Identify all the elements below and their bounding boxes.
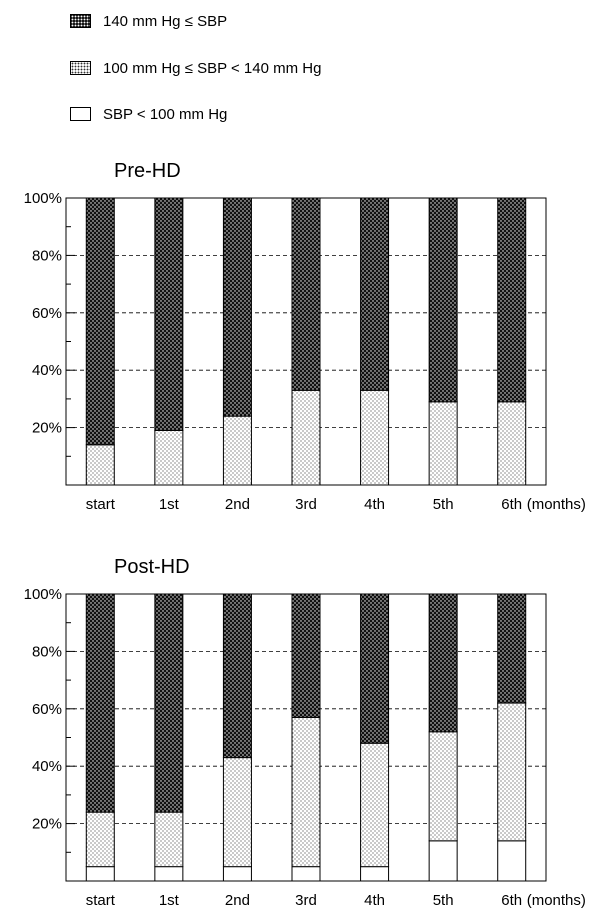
- pre-hd-x-tick-label: 1st: [159, 496, 180, 513]
- pre-hd-bar-high: [85, 197, 115, 446]
- post-hd-bar-high: [154, 593, 184, 813]
- pre-hd-bar-high: [222, 197, 252, 417]
- pre-hd-y-tick-label: 40%: [32, 362, 62, 379]
- post-hd-y-tick-label: 60%: [32, 701, 62, 718]
- pre-hd-y-tick-label: 80%: [32, 247, 62, 264]
- post-hd-bar-mid: [154, 811, 184, 868]
- post-hd-bar-mid: [428, 731, 458, 842]
- pre-hd-y-tick-label: 60%: [32, 305, 62, 322]
- post-hd-bar-mid: [360, 742, 390, 868]
- post-hd-bar-mid: [222, 757, 252, 868]
- post-hd-x-tick-label: 4th: [364, 892, 385, 909]
- legend-item-high: 140 mm Hg ≤ SBP: [70, 10, 227, 32]
- post-hd-bar-high: [497, 593, 527, 704]
- legend-label-mid: 100 mm Hg ≤ SBP < 140 mm Hg: [103, 59, 322, 77]
- post-hd-bar-high: [360, 593, 390, 744]
- legend-item-low: SBP < 100 mm Hg: [70, 103, 227, 125]
- pre-hd-x-tick-label: 6th: [501, 496, 522, 513]
- legend-swatch-low: [70, 107, 91, 121]
- legend-swatch-mid: [70, 61, 91, 75]
- post-hd-bar-low: [428, 840, 458, 882]
- post-hd-x-tick-label: 6th: [501, 892, 522, 909]
- post-hd-x-tick-label: 2nd: [225, 892, 250, 909]
- pre-hd-bar-high: [360, 197, 390, 391]
- pre-hd-bar-mid: [154, 429, 184, 486]
- post-hd-y-tick-label: 20%: [32, 816, 62, 833]
- post-hd-y-tick-label: 100%: [24, 586, 62, 603]
- pre-hd-title: Pre-HD: [114, 160, 181, 182]
- pre-hd-x-tick-label: 3rd: [295, 496, 317, 513]
- legend-label-low: SBP < 100 mm Hg: [103, 105, 228, 123]
- pre-hd-y-tick-label: 20%: [32, 420, 62, 437]
- post-hd-bar-high: [222, 593, 252, 759]
- pre-hd-bar-mid: [85, 444, 115, 486]
- chart-legend: 140 mm Hg ≤ SBP 100 mm Hg ≤ SBP < 140 mm…: [0, 0, 612, 140]
- post-hd-bar-high: [428, 593, 458, 733]
- legend-label-high: 140 mm Hg ≤ SBP: [103, 12, 228, 30]
- post-hd-x-tick-label: 3rd: [295, 892, 317, 909]
- pre-hd-x-tick-label: 2nd: [225, 496, 250, 513]
- post-hd-bar-low: [497, 840, 527, 882]
- post-hd-bar-mid: [497, 702, 527, 842]
- post-hd-x-tick-label: 1st: [159, 892, 180, 909]
- post-hd-bar-low: [222, 866, 252, 882]
- post-hd-y-tick-label: 40%: [32, 758, 62, 775]
- pre-hd-x-tick-label: start: [86, 496, 116, 513]
- post-hd-bar-low: [85, 866, 115, 882]
- pre-hd-bar-high: [497, 197, 527, 403]
- post-hd-x-unit-label: (months): [527, 892, 586, 909]
- post-hd-bar-high: [291, 593, 321, 718]
- post-hd-y-tick-label: 80%: [32, 643, 62, 660]
- post-hd-x-tick-label: 5th: [433, 892, 454, 909]
- pre-hd-bar-mid: [360, 389, 390, 486]
- post-hd-bar-low: [154, 866, 184, 882]
- post-hd-x-tick-label: start: [86, 892, 116, 909]
- post-hd-bar-mid: [291, 716, 321, 868]
- post-hd-title: Post-HD: [114, 556, 190, 578]
- legend-item-mid: 100 mm Hg ≤ SBP < 140 mm Hg: [70, 57, 321, 79]
- legend-swatch-high: [70, 14, 91, 28]
- pre-hd-bar-mid: [291, 389, 321, 486]
- post-hd-bar-mid: [85, 811, 115, 868]
- post-hd-bar-low: [291, 866, 321, 882]
- post-hd-bar-high: [85, 593, 115, 813]
- pre-hd-x-tick-label: 4th: [364, 496, 385, 513]
- pre-hd-x-unit-label: (months): [527, 496, 586, 513]
- pre-hd-x-tick-label: 5th: [433, 496, 454, 513]
- post-hd-bar-low: [360, 866, 390, 882]
- pre-hd-bar-high: [291, 197, 321, 391]
- pre-hd-bar-high: [154, 197, 184, 431]
- pre-hd-y-tick-label: 100%: [24, 190, 62, 207]
